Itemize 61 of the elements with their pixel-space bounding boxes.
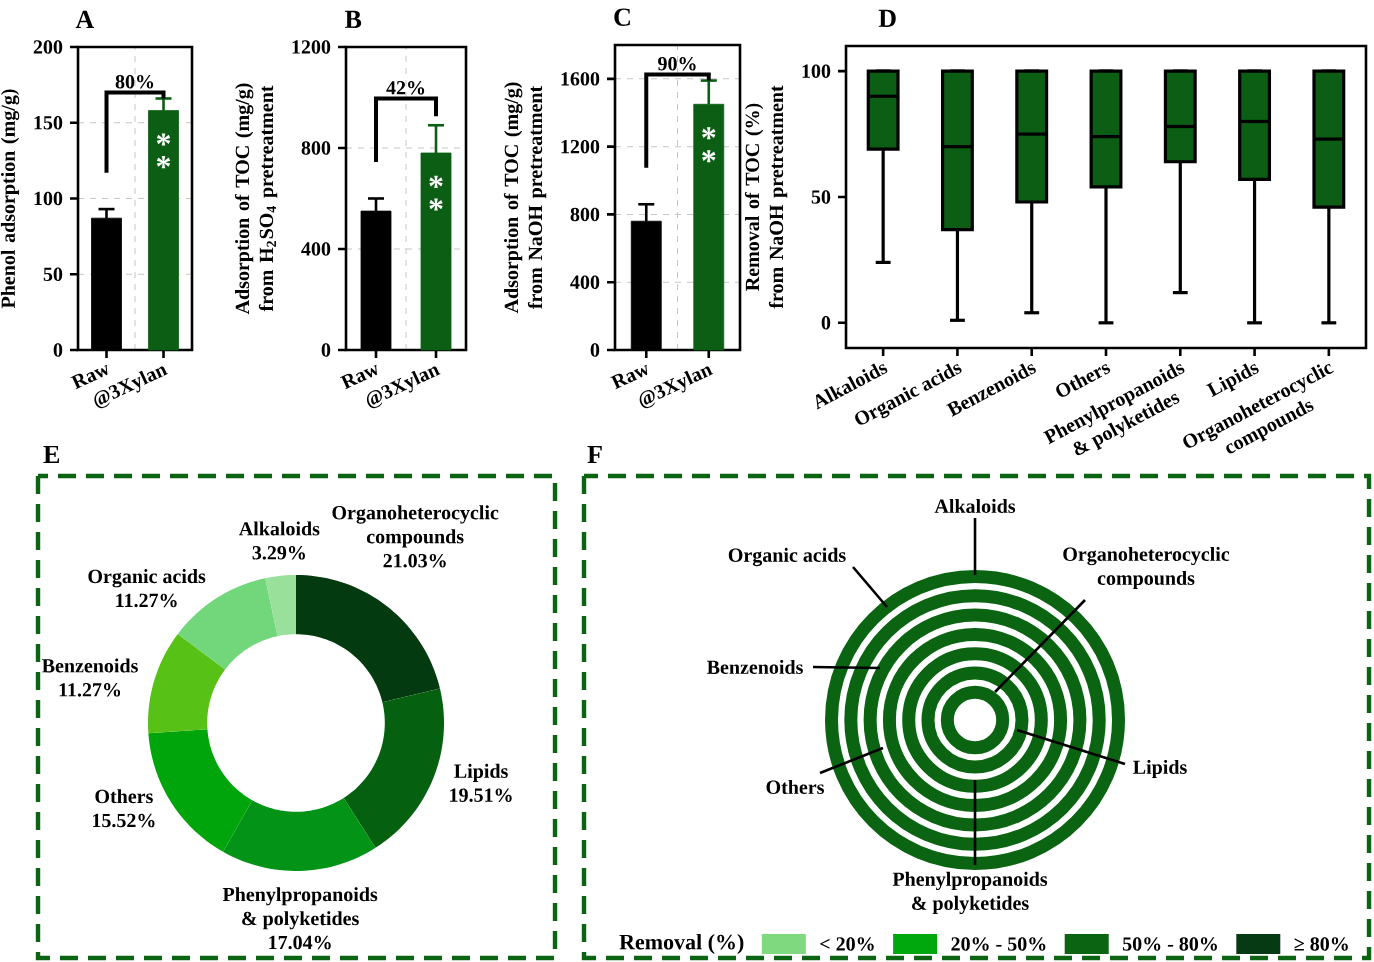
y-tick-label: 100	[34, 191, 63, 206]
y-tick-label: 800	[570, 207, 600, 222]
legend-label: 20% - 50%	[951, 937, 1046, 951]
y-tick-label: 400	[570, 275, 600, 289]
text: Organic acids	[728, 547, 846, 567]
y-tick-label: 100	[802, 64, 831, 78]
y-tick-label: 1200	[561, 139, 600, 154]
data-label: 15.52%	[93, 813, 155, 828]
y-tick-label: 0	[321, 343, 331, 357]
data-label: 11.27%	[59, 683, 121, 697]
annotation: 90%	[658, 56, 696, 71]
data-label: 11.27%	[116, 593, 177, 608]
y-tick-label: 0	[821, 316, 831, 330]
data-label: 17.04%	[269, 935, 331, 950]
y-tick-label: 400	[301, 242, 331, 256]
y-axis-title: Phenol adsorption (mg/g)	[0, 89, 20, 309]
slice-label: Organoheterocyclic compounds	[332, 505, 499, 548]
text: Organoheterocyclic compounds	[1063, 546, 1230, 590]
slice-label: Benzenoids	[42, 658, 138, 673]
annotation: *	[702, 150, 716, 163]
chart-title: E	[43, 445, 60, 463]
y-axis-title: Removal of TOC (%) from NaOH pretreatment	[744, 85, 788, 309]
data-label: 3.29%	[252, 546, 305, 560]
y-tick-label: 1600	[561, 72, 600, 86]
annotation: *	[429, 198, 443, 211]
data-label: 19.51%	[450, 788, 512, 802]
legend-label: ≥ 80%	[1294, 937, 1348, 951]
slice-label: Organic acids	[88, 569, 206, 588]
annotation: *	[156, 133, 171, 146]
annotation: 42%	[386, 81, 425, 95]
chart-title: B	[344, 10, 362, 28]
y-axis-title: Adsorption of TOC (mg/g) from NaOH pretreatment	[503, 82, 547, 314]
y-tick-label: 0	[53, 343, 63, 357]
y-tick-label: 50	[811, 190, 831, 204]
legend-title: Removal (%)	[619, 934, 744, 954]
y-tick-label: 800	[301, 141, 331, 155]
slice-label: Phenylpropanoids & polyketides	[222, 887, 378, 930]
text: Phenylpropanoids & polyketides	[892, 871, 1048, 915]
legend-label: < 20%	[820, 937, 874, 951]
chart-title: C	[614, 8, 630, 26]
annotation: *	[429, 175, 443, 188]
slice-label: Lipids	[454, 763, 508, 782]
y-tick-label: 1200	[292, 40, 331, 54]
legend-label: 50% - 80%	[1122, 937, 1217, 951]
chart-title: A	[75, 10, 95, 28]
data-label: 21.03%	[383, 553, 446, 568]
slice-label: Alkaloids	[238, 521, 320, 536]
text: Alkaloids	[934, 498, 1016, 514]
text: Benzenoids	[707, 659, 803, 675]
y-tick-label: 150	[34, 115, 63, 130]
text: Lipids	[1133, 759, 1187, 779]
annotation: *	[156, 156, 171, 169]
annotation: *	[702, 127, 716, 140]
text: F	[587, 445, 602, 463]
annotation: 80%	[115, 74, 154, 89]
slice-label: Others	[95, 789, 153, 804]
y-tick-label: 200	[33, 40, 63, 54]
chart-title: D	[878, 9, 896, 27]
text: Others	[766, 779, 824, 795]
y-tick-label: 50	[43, 267, 63, 281]
y-tick-label: 0	[590, 343, 600, 357]
